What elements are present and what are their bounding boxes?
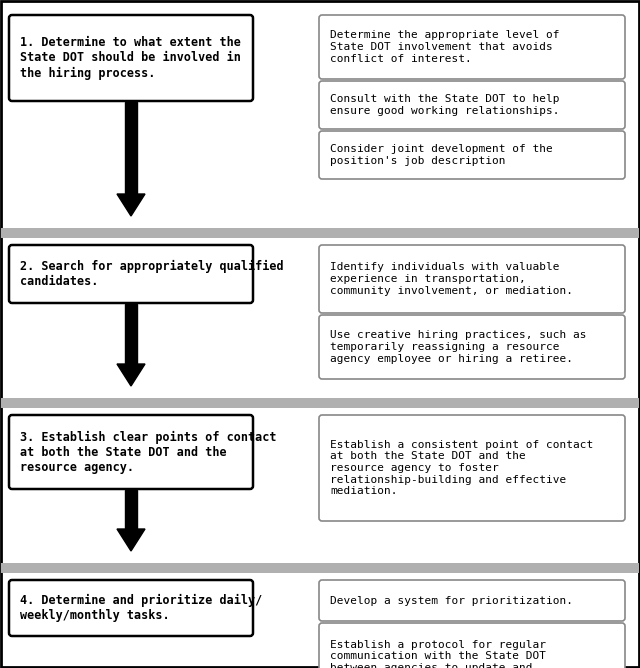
Text: Develop a system for prioritization.: Develop a system for prioritization. xyxy=(330,595,573,605)
Bar xyxy=(125,490,137,529)
Text: Identify individuals with valuable
experience in transportation,
community invol: Identify individuals with valuable exper… xyxy=(330,263,573,296)
FancyBboxPatch shape xyxy=(9,580,253,636)
FancyBboxPatch shape xyxy=(319,131,625,179)
Text: Use creative hiring practices, such as
temporarily reassigning a resource
agency: Use creative hiring practices, such as t… xyxy=(330,331,586,363)
FancyBboxPatch shape xyxy=(319,15,625,79)
Bar xyxy=(1,563,639,573)
Bar xyxy=(1,398,639,408)
Text: 1. Determine to what extent the
State DOT should be involved in
the hiring proce: 1. Determine to what extent the State DO… xyxy=(20,37,241,79)
Text: 4. Determine and prioritize daily/
weekly/monthly tasks.: 4. Determine and prioritize daily/ weekl… xyxy=(20,594,262,622)
Text: Determine the appropriate level of
State DOT involvement that avoids
conflict of: Determine the appropriate level of State… xyxy=(330,31,559,63)
FancyBboxPatch shape xyxy=(9,245,253,303)
Text: 3. Establish clear points of contact
at both the State DOT and the
resource agen: 3. Establish clear points of contact at … xyxy=(20,430,276,474)
FancyBboxPatch shape xyxy=(319,623,625,668)
Text: Establish a protocol for regular
communication with the State DOT
between agenci: Establish a protocol for regular communi… xyxy=(330,639,546,668)
Bar xyxy=(125,102,137,194)
Text: 2. Search for appropriately qualified
candidates.: 2. Search for appropriately qualified ca… xyxy=(20,260,284,288)
Text: Consider joint development of the
position's job description: Consider joint development of the positi… xyxy=(330,144,553,166)
FancyBboxPatch shape xyxy=(9,15,253,101)
FancyBboxPatch shape xyxy=(319,245,625,313)
FancyBboxPatch shape xyxy=(319,81,625,129)
Polygon shape xyxy=(117,194,145,216)
Polygon shape xyxy=(117,529,145,551)
Bar xyxy=(125,304,137,364)
Bar xyxy=(1,228,639,238)
FancyBboxPatch shape xyxy=(319,415,625,521)
FancyBboxPatch shape xyxy=(319,315,625,379)
Text: Establish a consistent point of contact
at both the State DOT and the
resource a: Establish a consistent point of contact … xyxy=(330,440,593,496)
FancyBboxPatch shape xyxy=(9,415,253,489)
Polygon shape xyxy=(117,364,145,386)
Text: Consult with the State DOT to help
ensure good working relationships.: Consult with the State DOT to help ensur… xyxy=(330,94,559,116)
FancyBboxPatch shape xyxy=(319,580,625,621)
